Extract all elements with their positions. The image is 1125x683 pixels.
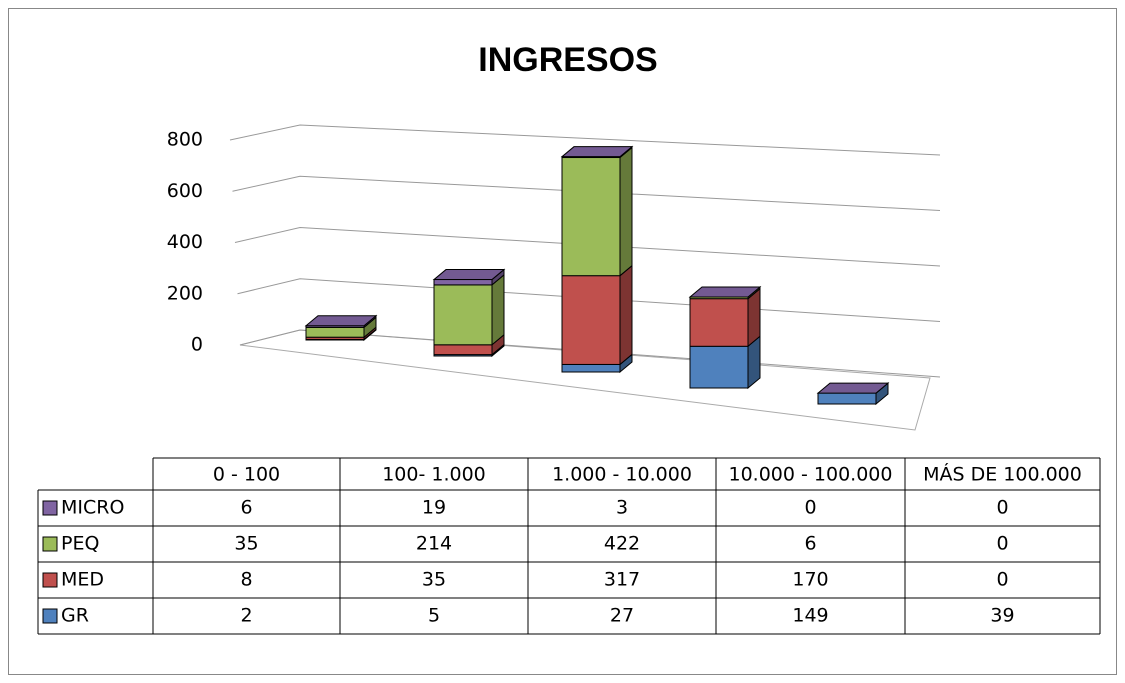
grid-line (234, 226, 941, 267)
table-cell: 5 (428, 605, 440, 627)
chart-title: INGRESOS (478, 41, 657, 79)
table-cell: 39 (990, 605, 1014, 627)
bar-side (619, 264, 633, 366)
bar-segment (561, 275, 621, 365)
bar-segment (817, 392, 877, 405)
table-cell: 27 (610, 605, 634, 627)
bar-segment (561, 157, 621, 277)
bar-segment (305, 326, 365, 338)
table-header: 10.000 - 100.000 (729, 464, 893, 486)
table-cell: 422 (604, 533, 640, 555)
bar-segment (689, 345, 749, 389)
table-cell: 317 (604, 569, 640, 591)
bar-top (560, 146, 634, 158)
y-tick-label: 200 (167, 282, 203, 304)
legend-label: MED (61, 569, 104, 591)
table-header: MÁS DE 100.000 (923, 463, 1082, 486)
bar-side (491, 273, 505, 346)
bar-segment (689, 298, 749, 347)
table-cell: 6 (804, 533, 816, 555)
table-cell: 0 (804, 497, 816, 519)
bar-segment (433, 284, 493, 346)
legend-label: PEQ (61, 533, 99, 555)
bar-segment (561, 363, 621, 373)
table-cell: 8 (240, 569, 252, 591)
table-cell: 0 (996, 533, 1008, 555)
grid-line (229, 124, 941, 156)
table-cell: 19 (422, 497, 446, 519)
table-cell: 149 (792, 605, 828, 627)
bar-segment (433, 344, 493, 356)
table-cell: 35 (234, 533, 258, 555)
bar-top (816, 382, 890, 394)
legend-key (42, 536, 58, 552)
legend-key (42, 572, 58, 588)
y-tick-label: 0 (191, 334, 203, 356)
legend-label: GR (61, 605, 89, 627)
table-cell: 3 (616, 497, 628, 519)
table-header: 1.000 - 10.000 (552, 464, 692, 486)
table-cell: 2 (240, 605, 252, 627)
legend-label: MICRO (61, 497, 124, 519)
grid-line (232, 175, 941, 211)
bar-top (432, 269, 506, 281)
legend-key (42, 500, 58, 516)
bar-side (619, 146, 633, 277)
table-header: 0 - 100 (213, 464, 280, 486)
table-cell: 35 (422, 569, 446, 591)
table-header: 100- 1.000 (382, 464, 486, 486)
bar-segment (433, 279, 493, 286)
y-tick-label: 400 (167, 231, 203, 253)
bar-top (688, 286, 762, 298)
table-cell: 0 (996, 569, 1008, 591)
legend-key (42, 608, 58, 624)
bar-top (304, 315, 378, 327)
y-tick-label: 600 (167, 180, 203, 202)
table-cell: 0 (996, 497, 1008, 519)
y-tick-label: 800 (167, 129, 203, 151)
table-cell: 170 (792, 569, 828, 591)
table-cell: 6 (240, 497, 252, 519)
table-cell: 214 (416, 533, 452, 555)
